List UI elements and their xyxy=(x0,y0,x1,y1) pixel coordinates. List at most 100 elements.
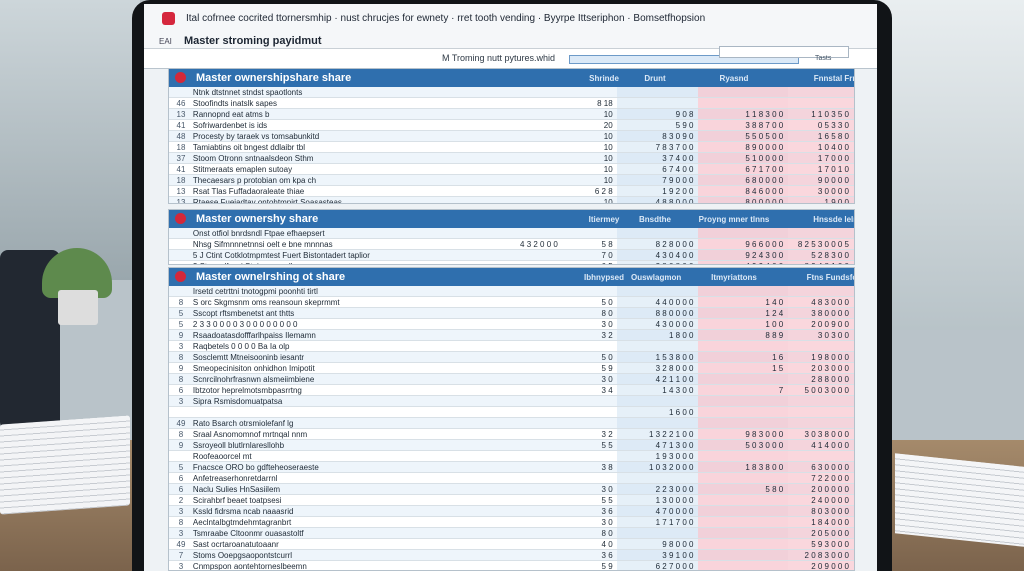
cell-value[interactable]: 5 2 8 3 0 0 xyxy=(788,250,854,260)
cell-value[interactable]: 5 9 xyxy=(601,562,613,571)
table-row[interactable]: Nhsg Sifmnnnetnnsi oelt e bne mnnnas 4 3 … xyxy=(169,239,854,250)
cell-value[interactable] xyxy=(422,385,562,395)
table-row[interactable]: 46 Stoofindts inatslk sapes 8 18 xyxy=(169,98,854,109)
cell-value[interactable]: 3 0 xyxy=(601,485,613,494)
cell-value[interactable]: 9 8 0 0 0 xyxy=(616,539,699,549)
row-number[interactable]: 48 xyxy=(176,132,186,141)
cell-value[interactable] xyxy=(562,407,617,417)
cell-value[interactable]: 2 8 8 0 0 0 xyxy=(788,374,854,384)
cell-value[interactable] xyxy=(422,528,562,538)
cell-value[interactable]: 10 xyxy=(603,143,613,152)
table-row[interactable]: 48 Procesty by taraek vs tomsabunkitd 10 8 … xyxy=(169,131,854,142)
cell-value[interactable] xyxy=(422,407,562,417)
row-description[interactable]: Rtaese Fueiadtav ontohtmpirt Soasasteas xyxy=(192,198,342,204)
cell-value[interactable]: 1 7 0 0 0 xyxy=(788,153,854,163)
row-description[interactable]: Stitmeraats emaplen sutoay xyxy=(192,165,293,174)
cell-value[interactable] xyxy=(422,462,562,472)
table-row[interactable]: 3 Raqbetels 0 0 0 0 Ba Ia olp xyxy=(169,341,854,352)
cell-value[interactable]: 1 9 0 0 xyxy=(788,197,854,203)
row-number[interactable]: 7 xyxy=(178,551,184,560)
row-description[interactable]: Rannopnd eat atms b xyxy=(192,110,270,119)
row-number[interactable]: 8 xyxy=(178,375,184,384)
row-description[interactable]: Stoom Otronn sntnaalsdeon Sthm xyxy=(192,154,314,163)
cell-value[interactable]: 3 2 xyxy=(601,430,613,439)
table-row[interactable]: Roofeaoorcel mt 1 9 3 0 0 0 xyxy=(169,451,854,462)
cell-value[interactable]: 8 8 9 xyxy=(698,330,789,340)
cell-value[interactable] xyxy=(562,286,617,296)
row-description[interactable]: Fnacsce ORO bo gdfteheoseraeste xyxy=(192,463,319,472)
cell-value[interactable]: 2 0 5 0 0 0 xyxy=(788,528,854,538)
row-description[interactable]: Ntnk dtstnnet stndst spaotlonts xyxy=(192,88,303,97)
cell-value[interactable] xyxy=(422,561,562,570)
cell-value[interactable] xyxy=(562,418,617,428)
cell-value[interactable] xyxy=(788,451,854,461)
cell-value[interactable] xyxy=(698,286,789,296)
cell-value[interactable]: 7 8 3 7 0 0 xyxy=(616,142,699,152)
cell-value[interactable]: 1 3 0 0 0 0 xyxy=(616,495,699,505)
cell-value[interactable]: 8 0 3 0 0 0 xyxy=(788,506,854,516)
cell-value[interactable]: 1 7 1 7 0 0 xyxy=(616,517,699,527)
row-description[interactable]: Rsaadoatasdofffarlhpaiss Ilemamn xyxy=(192,331,316,340)
row-number[interactable]: 13 xyxy=(176,110,186,119)
row-number[interactable] xyxy=(169,407,193,417)
cell-value[interactable] xyxy=(422,539,562,549)
cell-value[interactable]: 7 xyxy=(698,385,789,395)
cell-value[interactable] xyxy=(616,98,699,108)
row-description[interactable]: Sraal Asnomomnof mrtnqal nnm xyxy=(192,430,308,439)
cell-value[interactable]: 2 0 3 0 0 0 xyxy=(788,363,854,373)
cell-value[interactable]: 5 9 3 0 0 0 xyxy=(788,539,854,549)
row-number[interactable]: 18 xyxy=(176,176,186,185)
cell-value[interactable] xyxy=(422,517,562,527)
cell-value[interactable]: 3 0 3 0 0 xyxy=(788,330,854,340)
cell-value[interactable] xyxy=(422,261,562,264)
cell-value[interactable] xyxy=(788,341,854,351)
cell-value[interactable] xyxy=(562,228,617,238)
cell-value[interactable]: 4 3 0 0 0 0 xyxy=(616,319,699,329)
row-number[interactable]: 5 xyxy=(178,309,184,318)
column-header[interactable]: Fnnstal Frnent xyxy=(813,74,854,83)
cell-value[interactable]: 1 4 3 0 0 xyxy=(616,385,699,395)
cell-value[interactable] xyxy=(422,495,562,505)
cell-value[interactable]: 6 7 4 0 0 xyxy=(616,164,699,174)
cell-value[interactable] xyxy=(698,396,789,406)
cell-value[interactable]: 1 7 0 1 0 xyxy=(788,164,854,174)
cell-value[interactable]: 1 6 0 0 xyxy=(616,407,699,417)
cell-value[interactable] xyxy=(422,131,562,141)
row-number[interactable]: 3 xyxy=(178,342,184,351)
cell-value[interactable]: 8 4 6 0 0 0 xyxy=(698,186,789,196)
column-header[interactable]: Hnssde lelmds xyxy=(813,215,854,224)
cell-value[interactable]: 3 6 xyxy=(601,551,613,560)
selection-box[interactable] xyxy=(569,55,799,64)
cell-value[interactable]: 9 0 8 xyxy=(616,109,699,119)
row-description[interactable] xyxy=(193,407,422,417)
cell-value[interactable] xyxy=(422,120,562,130)
column-header[interactable]: Drunt xyxy=(644,74,666,83)
cell-value[interactable]: 5 0 3 0 0 0 xyxy=(698,440,789,450)
cell-value[interactable]: 3 8 xyxy=(601,463,613,472)
column-header[interactable]: Ibhnypsed xyxy=(583,273,624,282)
cell-value[interactable]: 7 0 xyxy=(601,251,613,260)
cell-value[interactable]: 5 8 xyxy=(601,240,613,249)
cell-value[interactable]: 1 2 4 xyxy=(698,308,789,318)
cell-value[interactable] xyxy=(616,418,699,428)
table-row[interactable]: Onst otfiol bnrdsndl Ftpae efhaepsert xyxy=(169,228,854,239)
row-description[interactable]: Scnrcilnohrfrasnwn alsmeiimbiene xyxy=(192,375,315,384)
cell-value[interactable]: 3 4 xyxy=(601,386,613,395)
row-number[interactable] xyxy=(169,286,193,296)
row-number[interactable]: 13 xyxy=(176,198,186,204)
cell-value[interactable] xyxy=(698,341,789,351)
cell-value[interactable] xyxy=(422,363,562,373)
cell-value[interactable] xyxy=(788,286,854,296)
column-header[interactable]: Itmyriattons xyxy=(711,273,757,282)
cell-value[interactable]: 3 8 0 0 0 0 xyxy=(788,308,854,318)
